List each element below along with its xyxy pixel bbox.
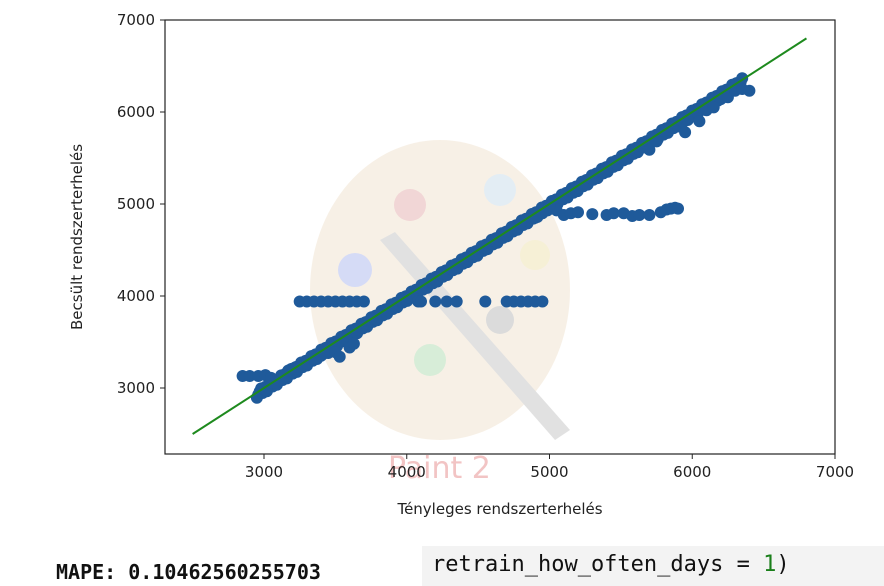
y-tick-label: 4000 [117, 287, 155, 305]
scatter-point [415, 295, 427, 308]
scatter-point [707, 101, 720, 114]
x-tick-label: 3000 [245, 463, 283, 481]
scatter-point [693, 115, 706, 128]
y-tick-label: 6000 [117, 103, 155, 121]
reference-line [192, 37, 807, 435]
scatter-point [679, 126, 692, 139]
x-tick-label: 6000 [673, 463, 711, 481]
scatter-point [429, 295, 442, 308]
scatter-point [643, 143, 656, 156]
scatter-point [643, 209, 656, 221]
scatter-point [572, 206, 584, 219]
scatter-point [607, 207, 620, 220]
code-paren: ) [776, 552, 790, 577]
x-tick-label: 4000 [388, 463, 426, 481]
y-tick-label: 7000 [117, 11, 155, 29]
scatter-point [536, 295, 549, 308]
scatter-point [479, 295, 492, 308]
scatter-point [440, 295, 453, 308]
x-tick-label: 7000 [816, 463, 854, 481]
watermark-text: Paint 2 [388, 451, 491, 486]
axis-ticks: 3000 4000 5000 6000 7000 3000 4000 5000 6000 7000 [117, 11, 854, 481]
scatter-chart: Paint 2 3000 4000 5000 6000 7000 3000 4000 5000… [68, 11, 854, 518]
scatter-point [633, 209, 646, 221]
scatter-point [450, 295, 463, 308]
identity-line [192, 37, 807, 435]
y-tick-label: 5000 [117, 195, 155, 213]
code-number: 1 [763, 552, 777, 577]
plot-frame [164, 19, 836, 455]
y-tick-label: 3000 [117, 379, 155, 397]
watermark-palette-icon [310, 140, 570, 440]
scatter-point [586, 208, 599, 221]
mape-output: MAPE: 0.10462560255703 [56, 560, 321, 584]
scatter-point [243, 370, 256, 382]
scatter-point [357, 295, 370, 308]
x-axis-label: Tényleges rendszerterhelés [396, 500, 602, 518]
scatter-point [347, 337, 360, 350]
scatter-point [672, 202, 684, 215]
scatter-point [743, 84, 756, 97]
scatter-point [650, 135, 663, 148]
code-assignment: retrain_how_often_days = [432, 552, 764, 577]
code-line: retrain_how_often_days = 1) [432, 552, 790, 577]
x-tick-label: 5000 [530, 463, 568, 481]
y-axis-label: Becsült rendszerterhelés [68, 144, 86, 330]
scatter-point [333, 350, 346, 363]
code-cell-background [422, 546, 884, 586]
